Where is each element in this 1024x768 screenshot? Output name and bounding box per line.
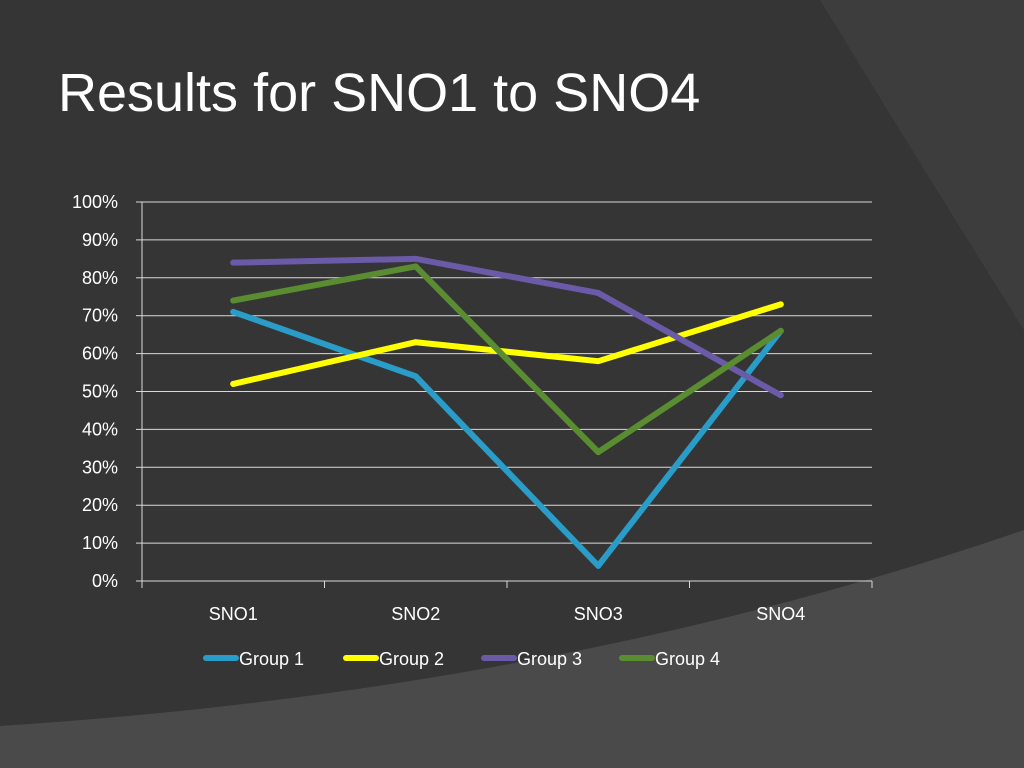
x-tick-label: SNO1 <box>209 604 258 624</box>
data-point <box>412 339 419 346</box>
data-point <box>595 562 602 569</box>
data-point <box>777 327 784 334</box>
y-axis-tick-labels: 0% 10% 20% 30% 40% 50% 60% 70% 80% 90% 100% <box>72 192 118 591</box>
data-point <box>777 301 784 308</box>
data-point <box>230 380 237 387</box>
y-tick-label: 40% <box>82 419 118 439</box>
y-tick-label: 20% <box>82 495 118 515</box>
data-point <box>230 297 237 304</box>
x-tick-label: SNO4 <box>756 604 805 624</box>
legend: Group 1 Group 2 Group 3 Group 4 <box>203 649 720 669</box>
y-tick-label: 30% <box>82 457 118 477</box>
legend-label: Group 3 <box>517 649 582 669</box>
bottom-curve-decoration <box>0 530 1024 768</box>
series-line <box>230 263 784 456</box>
x-tick-label: SNO3 <box>574 604 623 624</box>
y-tick-label: 100% <box>72 192 118 212</box>
series-line <box>230 255 784 399</box>
data-point <box>412 263 419 270</box>
legend-label: Group 2 <box>379 649 444 669</box>
slide-title: Results for SNO1 to SNO4 <box>58 63 701 123</box>
y-tick-label: 0% <box>92 571 118 591</box>
y-tick-label: 50% <box>82 382 118 402</box>
data-point <box>595 449 602 456</box>
gridlines <box>142 201 872 544</box>
data-point <box>412 373 419 380</box>
data-point <box>595 289 602 296</box>
data-point <box>595 358 602 365</box>
y-tick-label: 10% <box>82 533 118 553</box>
series-line <box>230 308 784 569</box>
top-right-curve-decoration <box>820 0 1024 330</box>
data-point <box>777 392 784 399</box>
series-line <box>230 301 784 387</box>
data-point <box>230 259 237 266</box>
legend-label: Group 1 <box>239 649 304 669</box>
y-tick-label: 80% <box>82 268 118 288</box>
data-series <box>230 255 784 569</box>
data-point <box>230 308 237 315</box>
y-tick-label: 60% <box>82 344 118 364</box>
y-tick-label: 70% <box>82 306 118 326</box>
x-tick-label: SNO2 <box>391 604 440 624</box>
y-tick-label: 90% <box>82 230 118 250</box>
x-axis-tick-labels: SNO1 SNO2 SNO3 SNO4 <box>209 604 806 624</box>
data-point <box>412 255 419 262</box>
legend-label: Group 4 <box>655 649 720 669</box>
axes <box>136 201 873 588</box>
